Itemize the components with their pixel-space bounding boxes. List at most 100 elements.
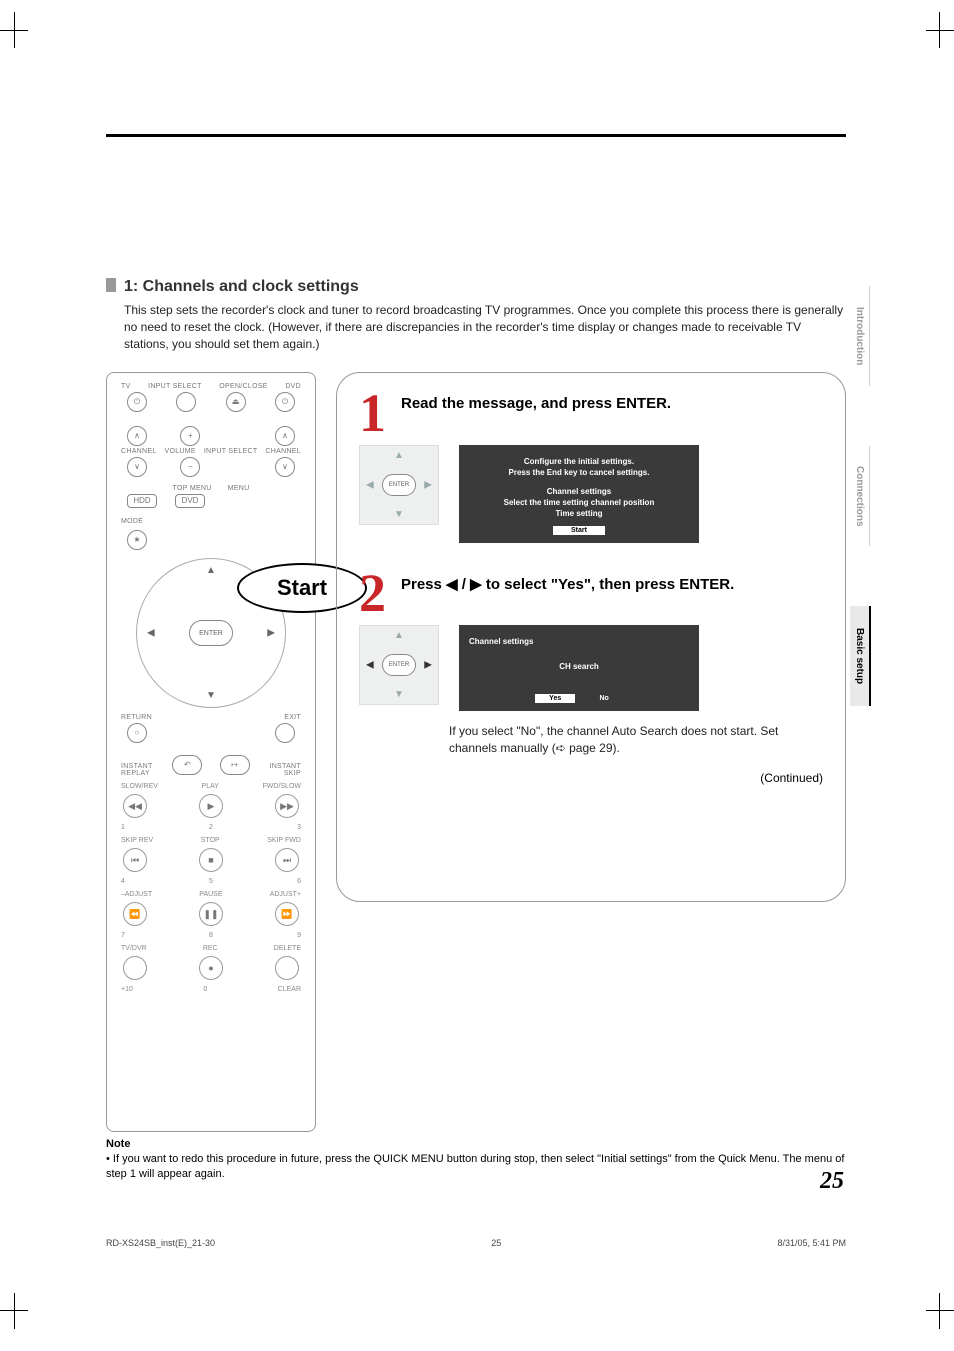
remote-clear-label: CLEAR xyxy=(278,986,301,993)
step-2-number: 2 xyxy=(359,571,395,615)
osd2-no-button: No xyxy=(585,694,622,703)
osd1-l5: Time setting xyxy=(469,509,689,518)
remote-adjust-plus-label: ADJUST+ xyxy=(270,891,301,898)
crop-mark xyxy=(14,12,15,48)
step-2: 2 Press / to select "Yes", then press EN… xyxy=(359,571,823,785)
enter-left-icon: ◀ xyxy=(366,480,374,491)
dpad-up-icon: ▲ xyxy=(206,565,216,576)
step-1-title: Read the message, and press ENTER. xyxy=(401,395,671,412)
remote-top-menu-label: TOP MENU xyxy=(173,485,212,492)
remote-power-dvd-button: ⏻ xyxy=(275,392,295,412)
note-label: Note xyxy=(106,1138,846,1150)
step-2-title: Press / to select "Yes", then press ENTE… xyxy=(401,575,734,593)
enter-down-icon: ▼ xyxy=(394,689,404,700)
remote-dvd-button: DVD xyxy=(175,494,205,508)
enter-center-2: ENTER xyxy=(382,654,416,676)
remote-input-select-label: INPUT SELECT xyxy=(148,383,202,390)
footer: RD-XS24SB_inst(E)_21-30 25 8/31/05, 5:41… xyxy=(106,1238,846,1248)
tab-basic-setup: Basic setup xyxy=(850,606,871,706)
remote-enter-button: ENTER xyxy=(189,620,233,646)
enter-left-icon: ◀ xyxy=(366,660,374,671)
remote-tv-dvr-button xyxy=(123,956,147,980)
remote-return-button: ○ xyxy=(127,723,147,743)
remote-play-button: ▶ xyxy=(199,794,223,818)
osd1-start-button: Start xyxy=(553,526,605,535)
remote-play-label: PLAY xyxy=(202,783,219,790)
enter-right-icon: ▶ xyxy=(424,660,432,671)
remote-channel2-label: CHANNEL xyxy=(265,448,301,455)
footer-right: 8/31/05, 5:41 PM xyxy=(777,1238,846,1248)
remote-delete-label: DELETE xyxy=(274,945,301,952)
enter-up-icon: ▲ xyxy=(394,630,404,641)
remote-mode-label: MODE xyxy=(121,518,143,525)
remote-menu-label: MENU xyxy=(228,485,250,492)
step-2-after: If you select "No", the channel Auto Sea… xyxy=(359,723,823,757)
tab-introduction: Introduction xyxy=(850,286,870,386)
remote-exit-button xyxy=(275,723,295,743)
remote-volume-down-button: − xyxy=(180,457,200,477)
dpad-left-icon: ◀ xyxy=(147,628,155,639)
remote-instant-skip-label: INSTANT SKIP xyxy=(261,763,301,777)
remote-pause-button: ❚❚ xyxy=(199,902,223,926)
remote-adjust-minus-label: –ADJUST xyxy=(121,891,152,898)
top-rule xyxy=(106,134,846,137)
enter-widget-1: ▲ ▼ ◀ ▶ ENTER xyxy=(359,445,439,525)
osd2-l1: Channel settings xyxy=(469,637,689,646)
enter-down-icon: ▼ xyxy=(394,509,404,520)
osd2-yes-button: Yes xyxy=(535,694,575,703)
footer-center: 25 xyxy=(491,1238,501,1248)
crop-mark xyxy=(926,1310,954,1311)
dpad-right-icon: ▶ xyxy=(267,628,275,639)
enter-widget-2: ▲ ▼ ◀ ▶ ENTER xyxy=(359,625,439,705)
remote-instant-replay-label: INSTANT REPLAY xyxy=(121,763,161,777)
osd-box-2: Channel settings CH search Yes No xyxy=(459,625,699,711)
dpad-down-icon: ▼ xyxy=(206,690,216,701)
main-area: TV INPUT SELECT OPEN/CLOSE DVD ⏻ ⏏ ⏻ ∧ + xyxy=(106,372,846,1142)
remote-channel-down-button: ∨ xyxy=(127,457,147,477)
enter-right-icon: ▶ xyxy=(424,480,432,491)
remote-volume-label: VOLUME xyxy=(165,448,196,455)
continued-label: (Continued) xyxy=(359,771,823,785)
remote-input-select-button xyxy=(176,392,196,412)
page: 1: Channels and clock settings This step… xyxy=(50,30,904,1320)
note-body: • If you want to redo this procedure in … xyxy=(106,1152,846,1182)
remote-delete-button xyxy=(275,956,299,980)
remote-skip-fwd-button: ⏭ xyxy=(275,848,299,872)
remote-illustration: TV INPUT SELECT OPEN/CLOSE DVD ⏻ ⏏ ⏻ ∧ + xyxy=(106,372,316,1132)
remote-hdd-button: HDD xyxy=(127,494,157,508)
crop-mark xyxy=(939,12,940,48)
remote-mode-button: ★ xyxy=(127,530,147,550)
step-1-number: 1 xyxy=(359,391,395,435)
section-intro: This step sets the recorder's clock and … xyxy=(106,302,846,352)
crop-mark xyxy=(939,1293,940,1329)
remote-stop-label: STOP xyxy=(201,837,220,844)
step-2-title-pre: Press xyxy=(401,576,446,593)
crop-mark xyxy=(926,30,954,31)
remote-input-select2-label: INPUT SELECT xyxy=(204,448,258,455)
steps-panel: 1 Read the message, and press ENTER. ▲ ▼… xyxy=(336,372,846,902)
note-block: Note • If you want to redo this procedur… xyxy=(106,1138,846,1182)
remote-rec-button: ● xyxy=(199,956,223,980)
remote-adjust-minus-button: ⏪ xyxy=(123,902,147,926)
remote-dvd-label: DVD xyxy=(285,383,301,390)
remote-channel-up-button: ∧ xyxy=(127,426,147,446)
remote-exit-label: EXIT xyxy=(284,714,301,721)
remote-tv-label: TV xyxy=(121,383,131,390)
remote-stop-button: ■ xyxy=(199,848,223,872)
remote-rec-label: REC xyxy=(203,945,218,952)
remote-slow-rev-label: SLOW/REV xyxy=(121,783,158,790)
content-area: 1: Channels and clock settings This step… xyxy=(106,278,846,1142)
right-triangle-icon xyxy=(470,576,482,593)
enter-up-icon: ▲ xyxy=(394,450,404,461)
side-tabs: Introduction Connections Basic setup xyxy=(850,286,884,766)
remote-skip-fwd-label: SKIP FWD xyxy=(267,837,301,844)
remote-adjust-plus-button: ⏩ xyxy=(275,902,299,926)
remote-skip-rev-button: ⏮ xyxy=(123,848,147,872)
crop-mark xyxy=(14,1293,15,1329)
osd2-l2: CH search xyxy=(469,662,689,671)
section-title: 1: Channels and clock settings xyxy=(106,278,846,296)
left-triangle-icon xyxy=(446,576,458,593)
osd1-l1: Configure the initial settings. xyxy=(469,457,689,466)
osd1-l2: Press the End key to cancel settings. xyxy=(469,468,689,477)
remote-rev-button: ◀◀ xyxy=(123,794,147,818)
